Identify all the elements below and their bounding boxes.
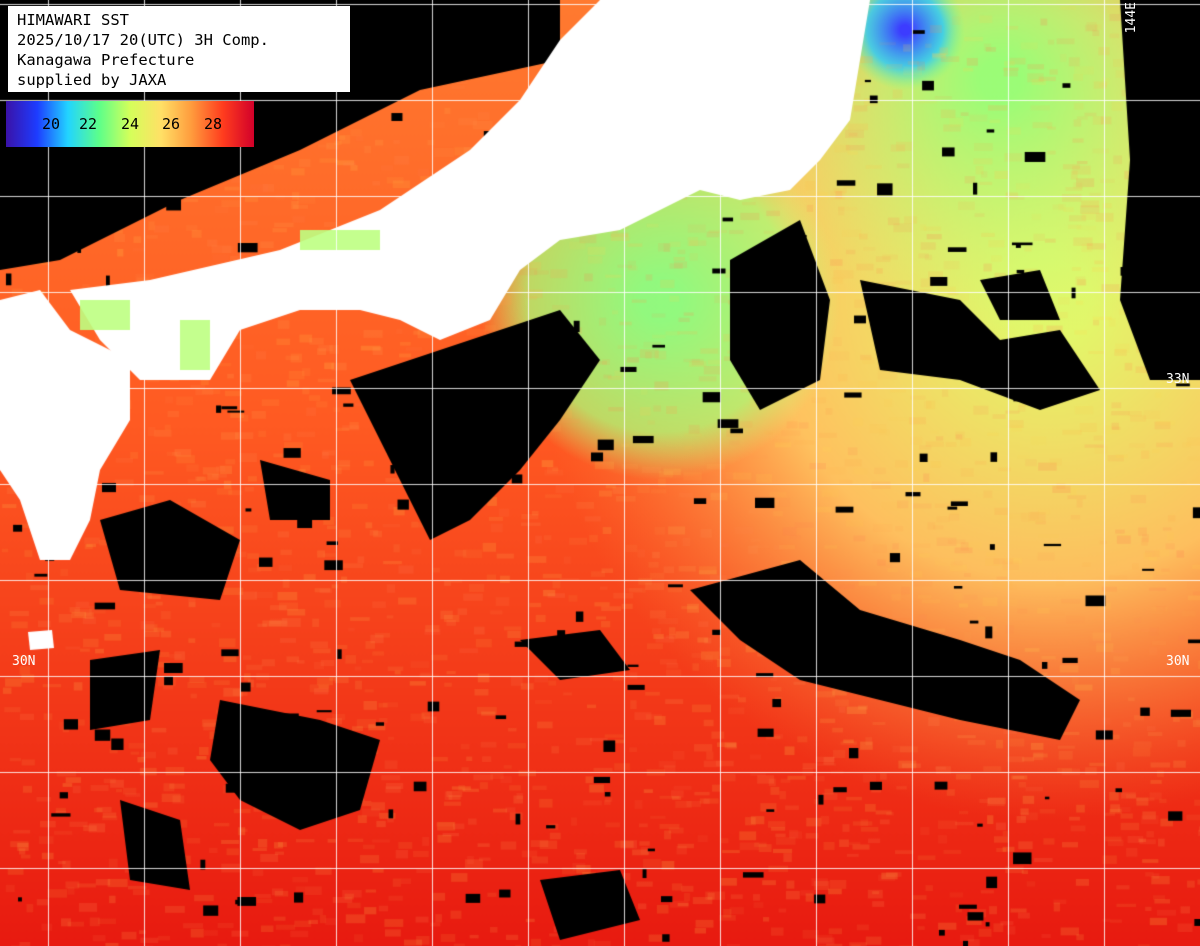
- map-info-box: HIMAWARI SST 2025/10/17 20(UTC) 3H Comp. K…: [8, 6, 350, 92]
- legend-tick-22: 22: [78, 115, 98, 133]
- legend-tick-28: 28: [203, 115, 223, 133]
- map-title: HIMAWARI SST: [17, 11, 129, 29]
- legend-tick-24: 24: [120, 115, 140, 133]
- lat-label-30n-west: 30N: [12, 654, 36, 669]
- legend-tick-26: 26: [161, 115, 181, 133]
- timestamp: 2025/10/17 20(UTC) 3H Comp.: [17, 31, 269, 49]
- region-label: Kanagawa Prefecture: [17, 51, 195, 69]
- lon-label-144e: 144E: [1124, 2, 1139, 34]
- credit-label: supplied by JAXA: [17, 71, 167, 89]
- temperature-legend: 20 22 24 26 28: [6, 101, 254, 147]
- lat-label-30n-east: 30N: [1166, 654, 1190, 669]
- lat-label-33n: 33N: [1166, 372, 1190, 387]
- legend-tick-20: 20: [41, 115, 61, 133]
